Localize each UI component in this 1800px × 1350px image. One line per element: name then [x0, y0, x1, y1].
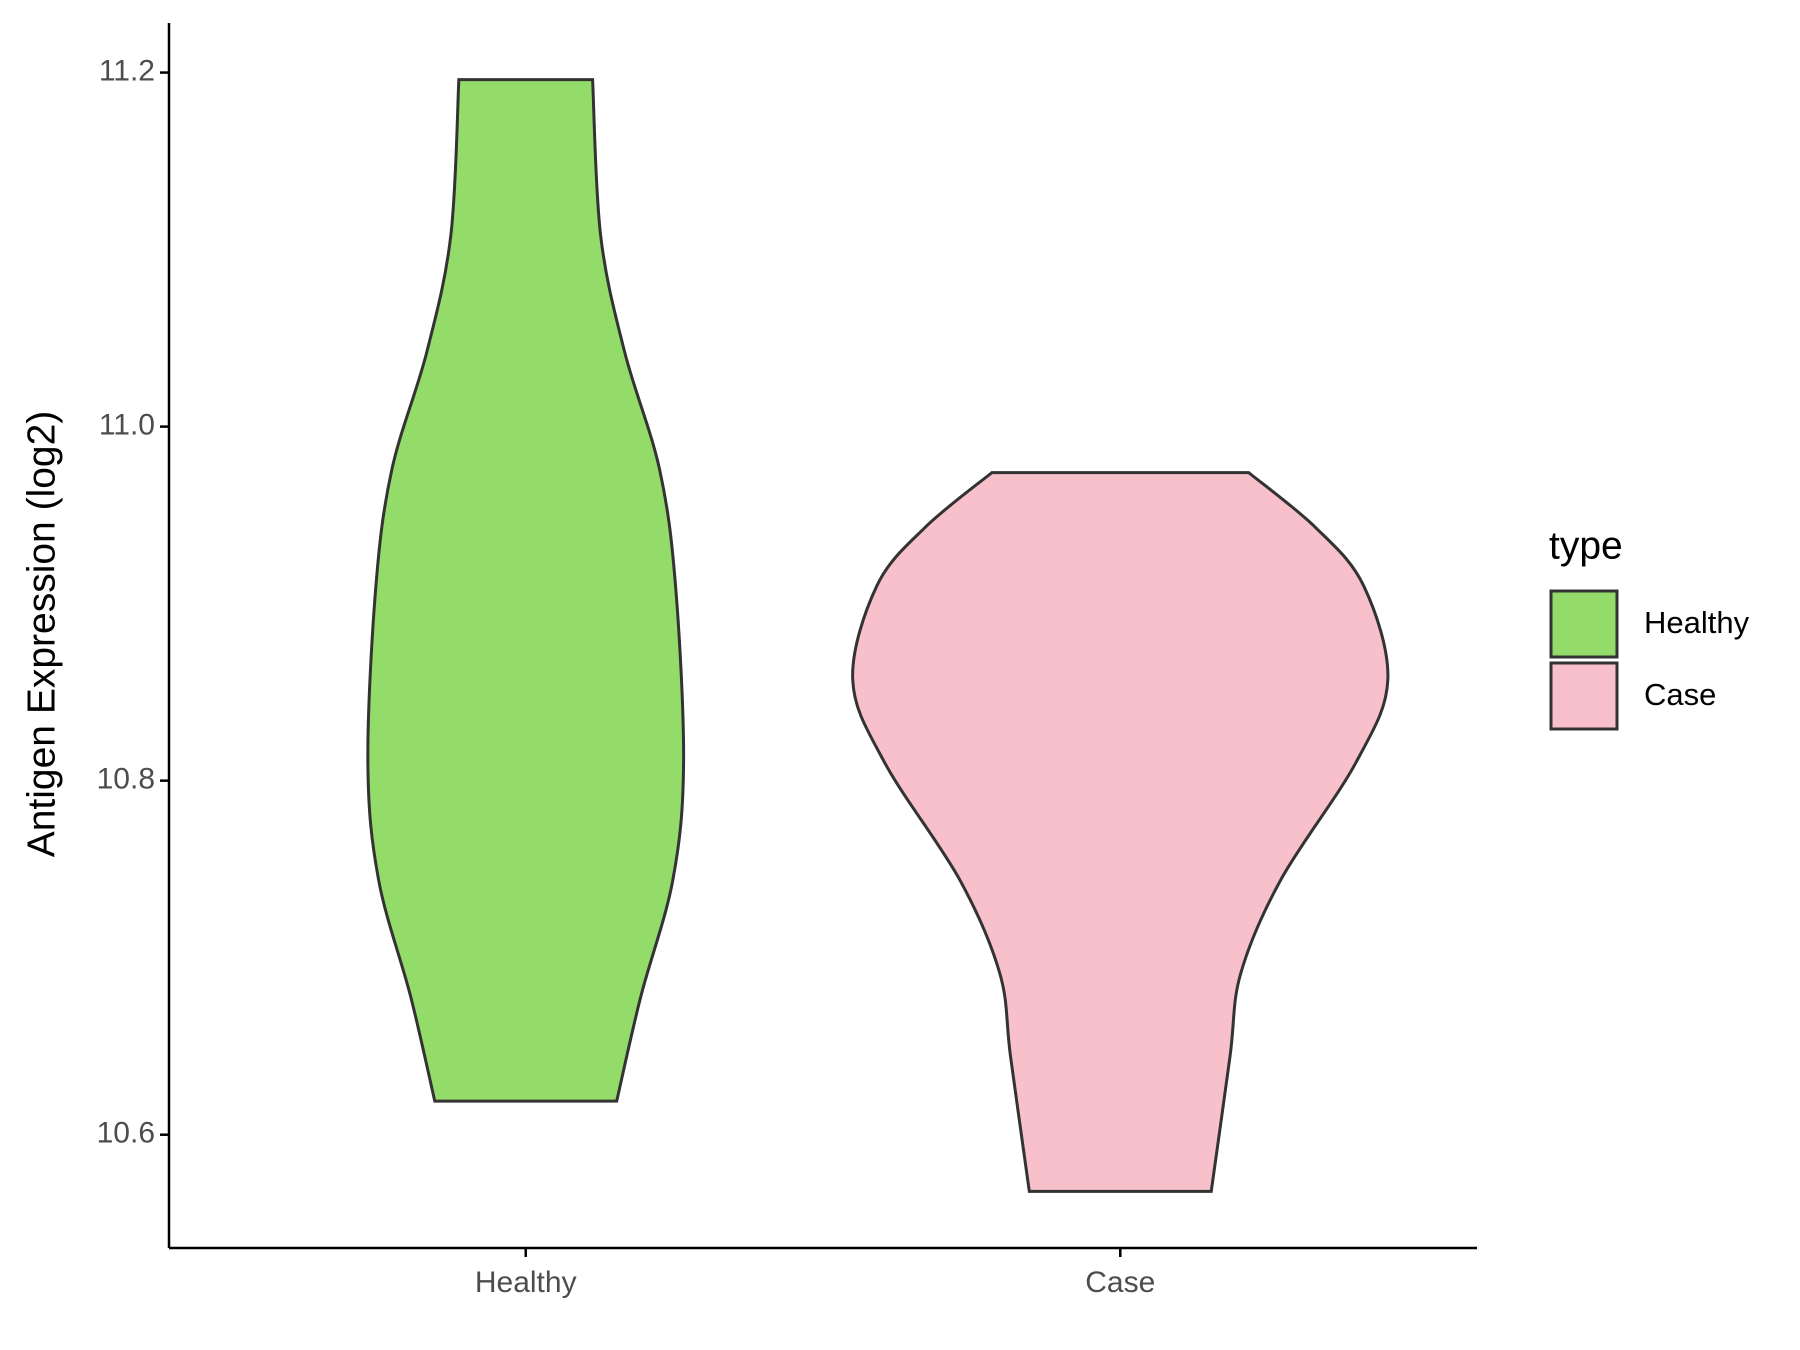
y-tick-label: 10.6: [97, 1117, 155, 1150]
y-axis-label: Antigen Expression (log2): [20, 411, 63, 858]
y-tick-label: 11.0: [99, 409, 155, 442]
legend-key: [1549, 589, 1619, 659]
violin: [851, 471, 1390, 1193]
legend-key: [1549, 661, 1619, 731]
x-tick-label: Case: [1085, 1266, 1155, 1299]
legend-label: Case: [1644, 677, 1716, 712]
x-tick-label: Healthy: [475, 1266, 577, 1299]
y-tick-label: 11.2: [99, 54, 155, 87]
legend-label: Healthy: [1644, 605, 1750, 640]
y-tick-label: 10.8: [97, 763, 155, 796]
legend-title: type: [1549, 524, 1623, 567]
violin: [366, 78, 686, 1103]
